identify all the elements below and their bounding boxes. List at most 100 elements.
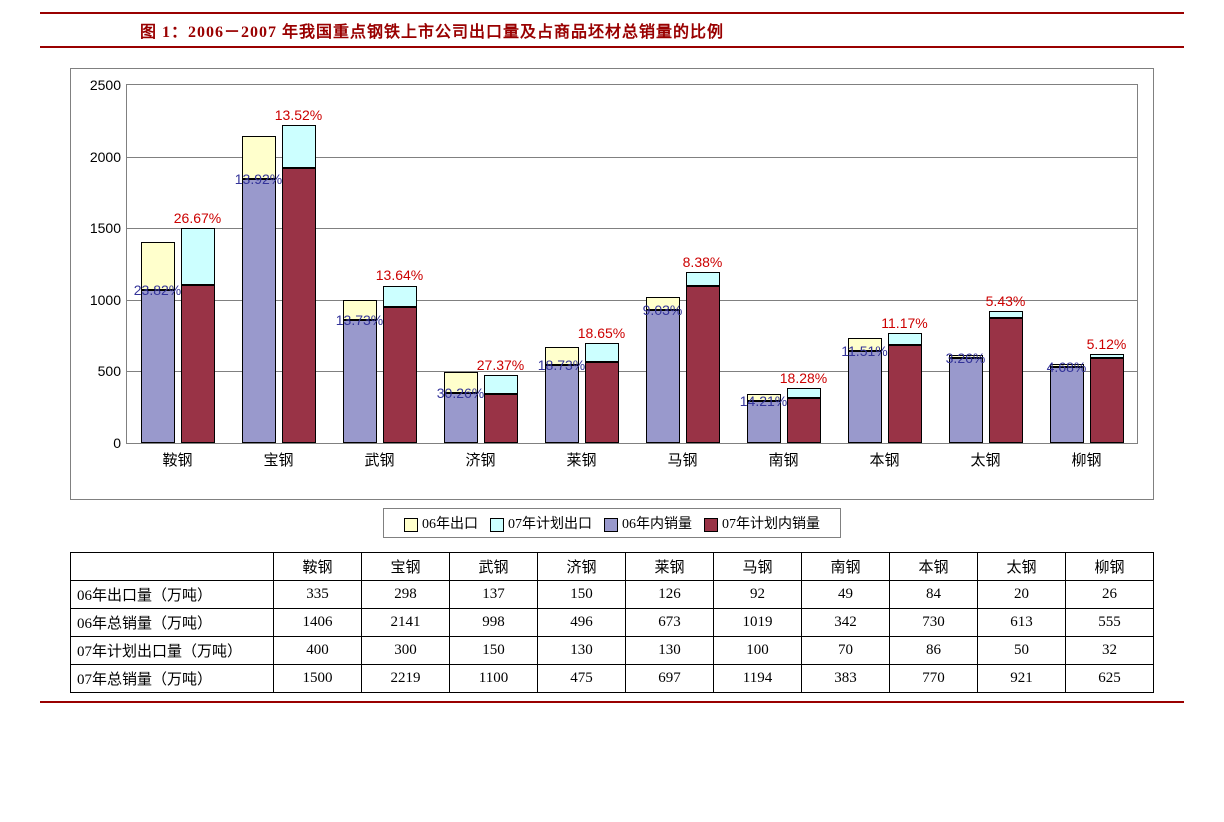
bar-export07 (484, 375, 518, 394)
table-cell: 673 (626, 609, 714, 637)
legend-item: 06年出口 (404, 513, 478, 533)
table-col-header: 武钢 (450, 553, 538, 581)
bar-export07 (1090, 354, 1124, 359)
plot-area: 05001000150020002500鞍钢23.82%26.67%宝钢13.9… (126, 84, 1138, 444)
table-cell: 998 (450, 609, 538, 637)
table-col-header: 济钢 (538, 553, 626, 581)
bar-export07 (989, 311, 1023, 318)
pct06-label: 14.21% (740, 393, 787, 409)
pct06-label: 9.03% (643, 302, 683, 318)
bar-group (141, 85, 215, 443)
legend-item: 07年计划出口 (490, 513, 592, 533)
table-cell: 150 (450, 637, 538, 665)
table-col-header: 南钢 (802, 553, 890, 581)
table-cell: 1406 (274, 609, 362, 637)
pct06-label: 13.73% (336, 312, 383, 328)
data-table: 鞍钢宝钢武钢济钢莱钢马钢南钢本钢太钢柳钢06年出口量（万吨）3352981371… (70, 552, 1154, 693)
figure-title: 图 1：2006－2007 年我国重点钢铁上市公司出口量及占商品坯材总销量的比例 (40, 18, 1184, 42)
table-cell: 335 (274, 581, 362, 609)
table-cell: 770 (890, 665, 978, 693)
table-cell: 921 (978, 665, 1066, 693)
bar-domestic07 (686, 286, 720, 443)
pct06-label: 18.73% (538, 357, 585, 373)
title-rule-box: 图 1：2006－2007 年我国重点钢铁上市公司出口量及占商品坯材总销量的比例 (40, 12, 1184, 48)
legend-item: 06年内销量 (604, 513, 692, 533)
pct07-label: 8.38% (683, 254, 723, 270)
pct06-label: 4.68% (1047, 359, 1087, 375)
bar-group (545, 85, 619, 443)
pct07-label: 13.52% (275, 107, 322, 123)
table-row-header: 06年出口量（万吨） (71, 581, 274, 609)
bar-group (343, 85, 417, 443)
bar-domestic06 (545, 365, 579, 443)
table-cell: 730 (890, 609, 978, 637)
bar-export07 (282, 125, 316, 168)
table-row-header: 06年总销量（万吨） (71, 609, 274, 637)
xtick-label: 宝钢 (263, 443, 293, 470)
table-col-header: 马钢 (714, 553, 802, 581)
pct07-label: 18.28% (780, 370, 827, 386)
legend-label: 07年计划出口 (508, 517, 592, 532)
table-cell: 300 (362, 637, 450, 665)
legend-item: 07年计划内销量 (704, 513, 820, 533)
bar-group (848, 85, 922, 443)
xtick-label: 太钢 (970, 443, 1000, 470)
table-col-header: 宝钢 (362, 553, 450, 581)
legend-swatch (704, 518, 718, 532)
bar-domestic06 (141, 290, 175, 443)
bar-domestic06 (242, 179, 276, 443)
bar-domestic07 (383, 307, 417, 443)
ytick-label: 1000 (90, 292, 127, 308)
legend-label: 06年内销量 (622, 517, 692, 532)
table-cell: 2219 (362, 665, 450, 693)
bar-export07 (686, 272, 720, 286)
bar-export07 (383, 286, 417, 307)
table-cell: 92 (714, 581, 802, 609)
table-col-header: 莱钢 (626, 553, 714, 581)
bar-export07 (585, 343, 619, 362)
table-cell: 383 (802, 665, 890, 693)
bar-domestic06 (949, 358, 983, 443)
table-cell: 625 (1066, 665, 1154, 693)
pct07-label: 11.17% (881, 315, 927, 331)
table-cell: 298 (362, 581, 450, 609)
xtick-label: 鞍钢 (162, 443, 192, 470)
pct06-label: 30.26% (437, 385, 484, 401)
bar-group (242, 85, 316, 443)
ytick-label: 1500 (90, 220, 127, 236)
table-cell: 100 (714, 637, 802, 665)
bar-domestic06 (343, 320, 377, 443)
bar-domestic07 (1090, 358, 1124, 443)
table-cell: 150 (538, 581, 626, 609)
table-cell: 697 (626, 665, 714, 693)
legend-label: 06年出口 (422, 517, 478, 532)
pct06-label: 13.92% (235, 171, 282, 187)
bar-export07 (787, 388, 821, 398)
bar-domestic07 (787, 398, 821, 443)
bar-domestic07 (585, 362, 619, 443)
table-cell: 555 (1066, 609, 1154, 637)
pct06-label: 3.26% (946, 350, 986, 366)
table-row: 07年计划出口量（万吨）40030015013013010070865032 (71, 637, 1154, 665)
chart-frame: 05001000150020002500鞍钢23.82%26.67%宝钢13.9… (70, 68, 1154, 500)
table-cell: 84 (890, 581, 978, 609)
ytick-label: 2000 (90, 149, 127, 165)
pct07-label: 26.67% (174, 210, 221, 226)
table-row: 06年出口量（万吨）3352981371501269249842026 (71, 581, 1154, 609)
table-col-header: 太钢 (978, 553, 1066, 581)
table-cell: 496 (538, 609, 626, 637)
table-cell: 49 (802, 581, 890, 609)
bar-domestic06 (848, 351, 882, 444)
bar-domestic07 (888, 345, 922, 443)
table-row: 07年总销量（万吨）150022191100475697119438377092… (71, 665, 1154, 693)
xtick-label: 莱钢 (566, 443, 596, 470)
bar-group (747, 85, 821, 443)
xtick-label: 本钢 (869, 443, 899, 470)
legend-swatch (404, 518, 418, 532)
bar-group (949, 85, 1023, 443)
bar-domestic06 (1050, 367, 1084, 443)
xtick-label: 柳钢 (1071, 443, 1101, 470)
table-cell: 50 (978, 637, 1066, 665)
table-cell: 1194 (714, 665, 802, 693)
table-cell: 1019 (714, 609, 802, 637)
